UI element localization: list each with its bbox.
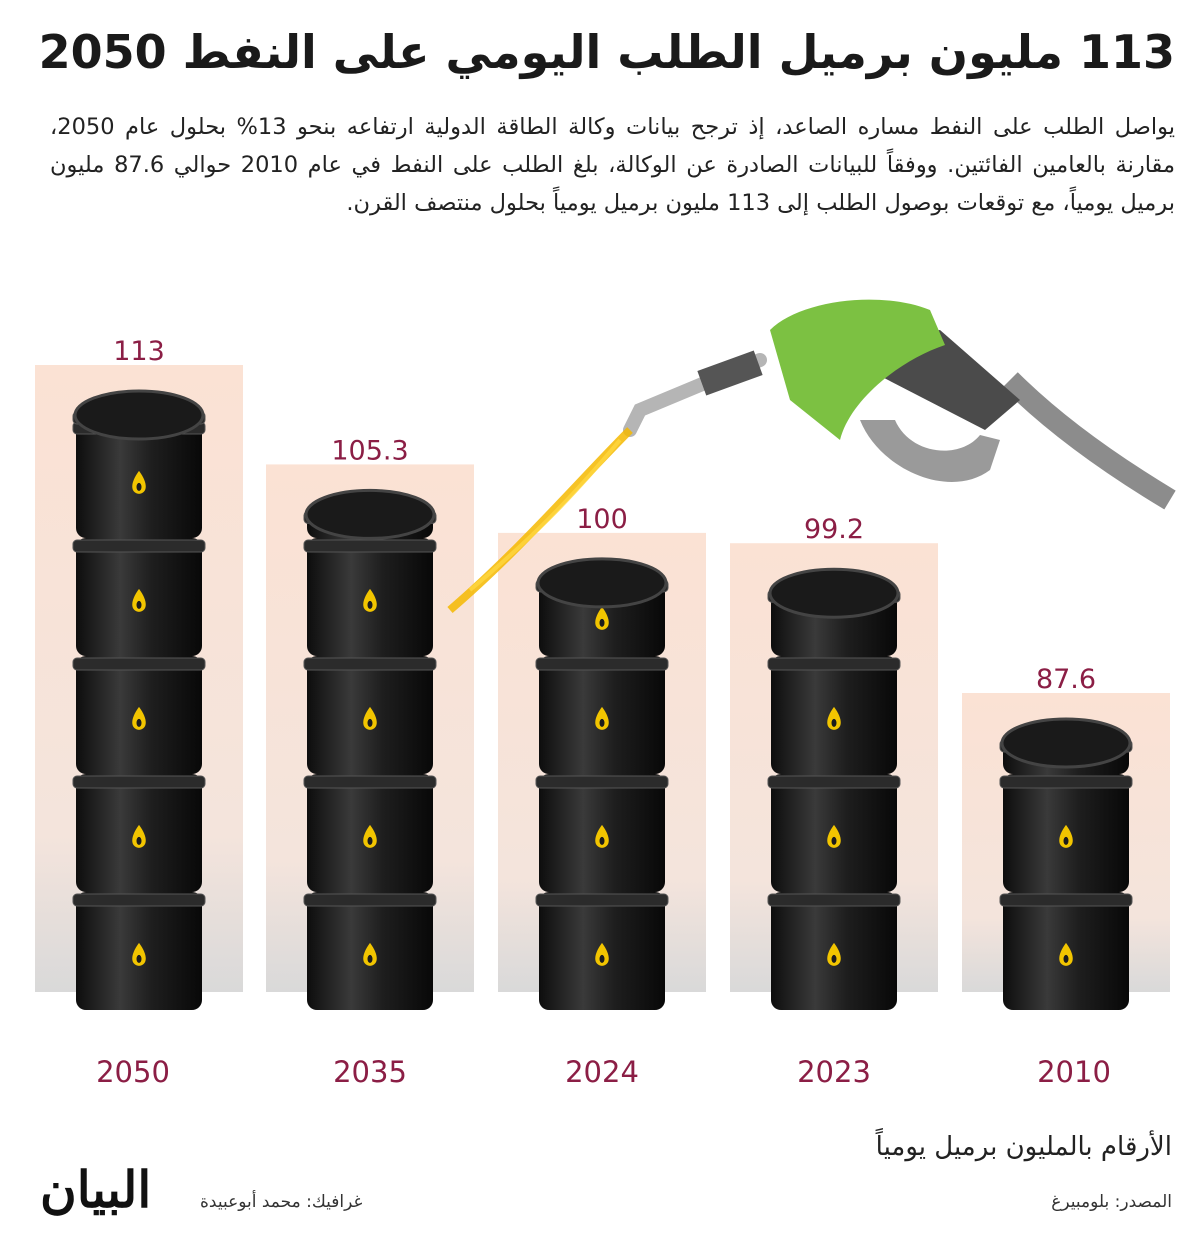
barrel-stack: [303, 488, 437, 1010]
bar-2050: 113 2050: [35, 336, 243, 1089]
oil-drop-icon: [595, 824, 609, 848]
oil-drop-icon: [595, 706, 609, 730]
page-title: 113 مليون برميل الطلب اليومي على النفط 2…: [38, 25, 1175, 79]
barrel-rim: [303, 539, 437, 553]
oil-drop-icon: [595, 942, 609, 966]
category-label: 2023: [797, 1055, 871, 1089]
barrel-rim: [767, 775, 901, 789]
barrel-stack: [999, 717, 1133, 1010]
category-label: 2010: [1037, 1055, 1111, 1089]
oil-drop-icon: [827, 824, 841, 848]
oil-drop-icon: [1059, 824, 1073, 848]
barrel-rim: [72, 775, 206, 789]
barrel-lid: [304, 488, 436, 540]
oil-drop-icon: [827, 706, 841, 730]
value-label: 87.6: [1036, 664, 1096, 695]
category-label: 2050: [96, 1055, 170, 1089]
barrel-rim: [535, 657, 669, 671]
barrel-rim: [303, 657, 437, 671]
graphic-credit: غرافيك: محمد أبوعبيدة: [200, 1192, 363, 1212]
value-label: 113: [113, 336, 165, 367]
barrel-lid: [73, 389, 205, 441]
bar-2035: 105.3 2035: [266, 435, 474, 1089]
barrel-lid: [768, 567, 900, 619]
fuel-nozzle-illustration: [447, 299, 1176, 614]
barrel-rim: [767, 893, 901, 907]
barrel-rim: [535, 893, 669, 907]
barrel-rim: [72, 657, 206, 671]
bar-2023: 99.2 2023: [730, 514, 938, 1089]
oil-drop-icon: [132, 588, 146, 612]
value-label: 99.2: [804, 514, 864, 545]
barrel-rim: [72, 893, 206, 907]
bar-2024: 100 2024: [498, 504, 706, 1089]
barrel-rim: [303, 775, 437, 789]
barrel-rim: [999, 775, 1133, 789]
barrel-rim: [767, 657, 901, 671]
barrel-stack: [72, 389, 206, 1010]
oil-drop-icon: [827, 942, 841, 966]
bar-2010: 87.6 2010: [962, 664, 1170, 1089]
lead-paragraph: يواصل الطلب على النفط مساره الصاعد، إذ ت…: [50, 114, 1175, 216]
barrel-rim: [999, 893, 1133, 907]
oil-drop-icon: [132, 706, 146, 730]
source-note: المصدر: بلومبيرغ: [1051, 1192, 1172, 1212]
barrel-stack: [535, 557, 669, 1010]
oil-drop-icon: [363, 824, 377, 848]
barrel-rim: [535, 775, 669, 789]
oil-drop-icon: [132, 942, 146, 966]
oil-drop-icon: [363, 588, 377, 612]
category-label: 2024: [565, 1055, 639, 1089]
barrel-rim: [72, 539, 206, 553]
barrel-lid: [536, 557, 668, 609]
oil-drop-icon: [363, 706, 377, 730]
oil-drop-icon: [1059, 942, 1073, 966]
albayan-logo: البيان: [40, 1160, 152, 1219]
barrel-stack: [767, 567, 901, 1010]
category-label: 2035: [333, 1055, 407, 1089]
barrel-lid: [1000, 717, 1132, 769]
unit-note: الأرقام بالمليون برميل يومياً: [875, 1132, 1172, 1162]
value-label: 105.3: [331, 435, 408, 466]
value-label: 100: [576, 504, 628, 535]
oil-drop-icon: [595, 606, 609, 630]
barrel-chart: 113 2050 105.3 2035 100 2024 99.2 2023 87.6 2010: [35, 299, 1176, 1089]
oil-drop-icon: [363, 942, 377, 966]
oil-drop-icon: [132, 824, 146, 848]
oil-drop-icon: [132, 470, 146, 494]
barrel-rim: [303, 893, 437, 907]
